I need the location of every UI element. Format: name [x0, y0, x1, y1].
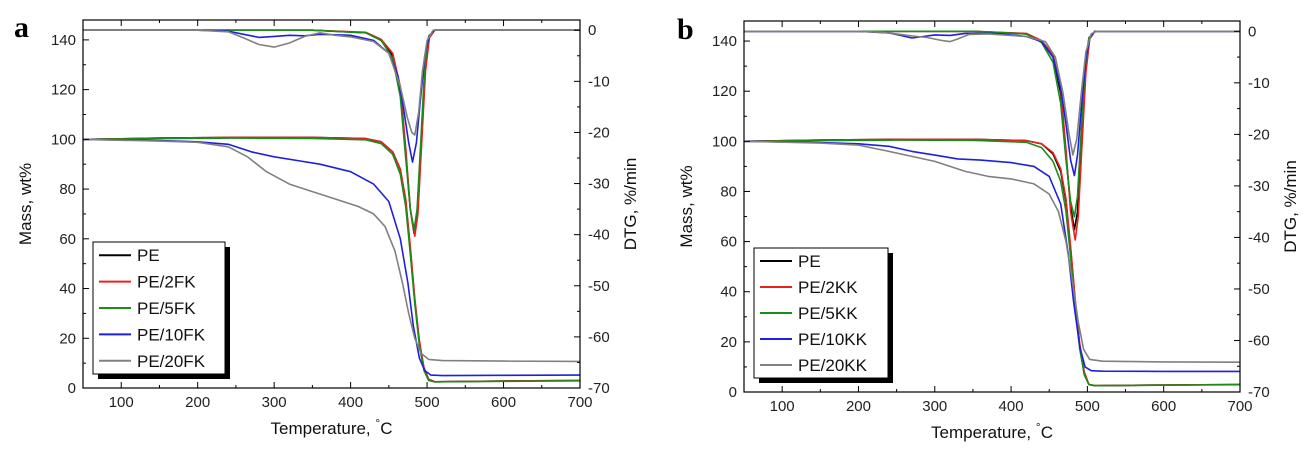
y-right-tick-label: -10 [1248, 75, 1270, 92]
x-axis-unit-degree: ° [1036, 420, 1041, 434]
y-right-tick-label: -20 [588, 124, 610, 141]
y-left-tick-label: 20 [720, 334, 737, 351]
dtg-curve-pe-20kk [744, 30, 1240, 156]
chart-a-svg: a 100 200 300 400 500 600 700 0 20 40 60 80 100 120 140… [14, 11, 640, 438]
panel-letter: a [14, 11, 29, 44]
dtg-curve-pe [83, 29, 580, 235]
y-left-tick-label: 60 [720, 234, 737, 251]
y-right-tick-label: 0 [588, 22, 596, 39]
y-right-tick-label: -30 [588, 176, 610, 193]
y-left-tick-label: 80 [720, 183, 737, 200]
y-left-tick-label: 20 [59, 330, 76, 347]
legend-label: PE/5KK [798, 304, 858, 323]
y-left-tick-label: 140 [51, 32, 76, 49]
y-right-tick-label: -40 [588, 227, 610, 244]
y-right-tick-label: -60 [1248, 332, 1270, 349]
y-left-tick-label: 40 [720, 284, 737, 301]
y-right-tick-label: -10 [588, 73, 610, 90]
x-tick-label: 700 [567, 394, 592, 411]
dtg-curve-pe-10kk [744, 30, 1240, 177]
legend-label: PE [137, 246, 160, 265]
x-axis-unit: C [380, 419, 392, 438]
series-group [83, 29, 580, 383]
x-axis-unit: C [1041, 423, 1053, 442]
y-right-tick-label: -20 [1248, 126, 1270, 143]
x-tick-label: 500 [1075, 398, 1100, 415]
y-left-tick-label: 100 [712, 133, 737, 150]
legend-label: PE/2KK [798, 278, 858, 297]
x-tick-label: 400 [338, 394, 363, 411]
dtg-curve-pe-5fk [83, 29, 580, 231]
x-tick-label: 200 [846, 398, 871, 415]
x-tick-label: 500 [415, 394, 440, 411]
y-left-axis-title: Mass, wt% [677, 165, 696, 247]
dtg-curve-pe-5kk [744, 30, 1240, 218]
chart-b-svg: b 100 200 300 400 500 600 700 0 20 40 60 80 100 120 140… [677, 13, 1300, 442]
mass-curve-pe-20fk [83, 138, 580, 363]
y-right-axis-title: DTG, %/min [621, 158, 640, 251]
y-right-tick-label: -70 [1248, 384, 1270, 401]
x-tick-label: 200 [185, 394, 210, 411]
mass-curve-pe-20kk [744, 140, 1240, 363]
legend-label: PE [798, 252, 821, 271]
y-right-tick-label: -50 [588, 278, 610, 295]
x-axis-title: Temperature, °C [931, 420, 1053, 442]
legend-label: PE/10FK [137, 325, 206, 344]
legend-label: PE/20KK [798, 356, 868, 375]
dtg-curve-pe-20fk [83, 29, 580, 136]
y-left-tick-label: 0 [68, 380, 76, 397]
legend-label: PE/10KK [798, 330, 868, 349]
mass-curve-pe-5fk [83, 137, 580, 383]
plot-frame [82, 19, 581, 389]
x-axis-unit-degree: ° [375, 416, 380, 430]
y-left-tick-label: 120 [51, 82, 76, 99]
y-left-tick-label: 60 [59, 231, 76, 248]
y-right-tick-label: -50 [1248, 281, 1270, 298]
legend-label: PE/20FK [137, 352, 206, 371]
x-tick-label: 100 [109, 394, 134, 411]
y-left-tick-label: 0 [729, 384, 737, 401]
y-left-axis-title: Mass, wt% [16, 163, 35, 245]
dtg-curve-pe [744, 30, 1240, 231]
y-left-tick-label: 140 [712, 33, 737, 50]
y-left-tick-label: 100 [51, 131, 76, 148]
mass-curve-pe-10fk [83, 138, 580, 377]
x-tick-label: 400 [999, 398, 1024, 415]
legend-label: PE/2FK [137, 273, 196, 292]
dtg-curve-pe-10fk [83, 29, 580, 163]
x-tick-label: 300 [262, 394, 287, 411]
dtg-curve-pe-2fk [83, 29, 580, 237]
y-right-tick-label: 0 [1248, 23, 1256, 40]
dtg-curve-pe-2kk [744, 30, 1240, 241]
y-left-tick-label: 80 [59, 181, 76, 198]
x-tick-label: 600 [1151, 398, 1176, 415]
mass-curve-pe-10kk [744, 140, 1240, 373]
y-left-tick-label: 40 [59, 281, 76, 298]
x-tick-label: 100 [770, 398, 795, 415]
x-tick-label: 300 [922, 398, 947, 415]
y-right-tick-label: -60 [588, 329, 610, 346]
chart-panel-a: a 100 200 300 400 500 600 700 0 20 40 60 80 100 120 140… [14, 11, 640, 438]
y-right-tick-label: -30 [1248, 178, 1270, 195]
x-tick-label: 700 [1227, 398, 1252, 415]
chart-panel-b: b 100 200 300 400 500 600 700 0 20 40 60 80 100 120 140… [653, 0, 1306, 457]
series-group [744, 30, 1240, 387]
panel-letter: b [677, 13, 694, 46]
y-right-tick-label: -40 [1248, 229, 1270, 246]
plot-frame [743, 20, 1241, 393]
x-tick-label: 600 [491, 394, 516, 411]
legend-label: PE/5FK [137, 299, 196, 318]
y-right-tick-label: -70 [588, 380, 610, 397]
x-axis-title: Temperature, °C [271, 416, 393, 438]
mass-curve-pe-5kk [744, 139, 1240, 387]
y-left-tick-label: 120 [712, 83, 737, 100]
y-right-axis-title: DTG, %/min [1281, 160, 1300, 253]
